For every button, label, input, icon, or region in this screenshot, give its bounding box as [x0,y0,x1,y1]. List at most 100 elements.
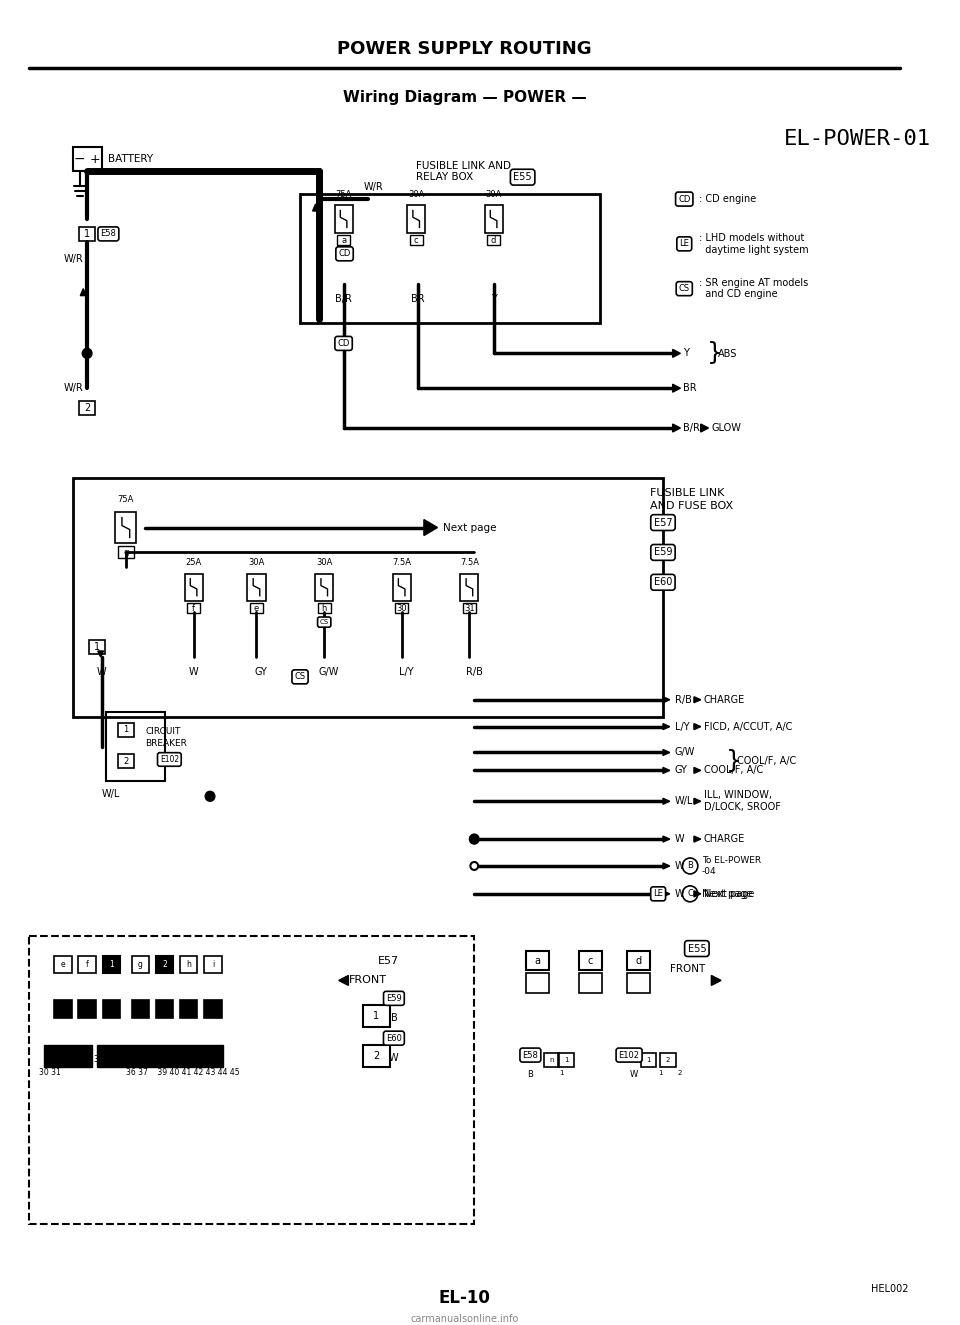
Text: LE: LE [680,240,689,248]
Text: CS: CS [679,284,690,293]
Polygon shape [98,651,104,657]
Text: 30A: 30A [249,558,265,567]
Bar [43,1045,92,1067]
Bar [250,603,263,613]
Text: E58: E58 [101,229,116,238]
Text: 1: 1 [564,1057,568,1063]
Bar [525,974,549,994]
Text: FUSIBLE LINK: FUSIBLE LINK [650,488,725,498]
Text: e: e [253,604,259,613]
Polygon shape [663,798,670,804]
Text: W: W [675,861,684,871]
Bar [180,955,198,974]
Text: G/W: G/W [675,747,695,758]
Text: GY: GY [254,666,268,677]
Text: 41: 41 [147,1055,156,1064]
Text: W/L: W/L [675,796,693,807]
Text: ILL, WINDOW,
D/LOCK, SROOF: ILL, WINDOW, D/LOCK, SROOF [704,791,780,812]
Text: BATTERY: BATTERY [108,154,154,164]
Text: E102: E102 [159,755,179,765]
Polygon shape [663,750,670,755]
Bar [315,574,333,600]
Bar [204,955,222,974]
Bar [54,1000,72,1018]
Bar [463,603,476,613]
Text: W/L: W/L [102,790,121,799]
Polygon shape [313,204,319,211]
Text: 30A: 30A [316,558,332,567]
Text: 1: 1 [559,1071,564,1076]
Text: B/R: B/R [335,294,352,303]
Text: 30 31: 30 31 [39,1068,61,1077]
Text: FICD, A/CCUT, A/C: FICD, A/CCUT, A/C [704,722,792,731]
Text: M: M [185,1006,192,1012]
Polygon shape [663,697,670,702]
Text: CHARGE: CHARGE [704,694,745,705]
Text: Y: Y [684,348,689,358]
Text: n: n [549,1057,554,1063]
Text: W/R: W/R [364,182,383,192]
Text: HEL002: HEL002 [871,1284,908,1295]
Bar [73,147,102,171]
Text: 42: 42 [159,1055,169,1064]
Text: COOL/F, A/C: COOL/F, A/C [704,766,763,775]
Text: 1: 1 [373,1011,379,1022]
Polygon shape [663,723,670,730]
Text: E57: E57 [377,955,398,966]
Bar [487,235,500,245]
Text: M: M [210,1006,216,1012]
Bar [579,950,602,970]
Text: a: a [341,236,347,245]
Bar [187,603,200,613]
Text: R/B: R/B [675,694,691,705]
Text: 30A: 30A [408,189,424,199]
Bar [89,640,105,655]
Text: CHARGE: CHARGE [704,833,745,844]
Bar [103,1000,120,1018]
Text: RELAY BOX: RELAY BOX [417,172,473,183]
Text: 1: 1 [108,961,113,969]
Text: GLOW: GLOW [711,423,741,433]
Text: d: d [636,955,642,966]
Text: i: i [212,961,214,969]
Bar [525,950,549,970]
Bar [54,955,72,974]
Text: M: M [60,1006,66,1012]
Text: GY: GY [675,766,687,775]
Text: E55: E55 [687,943,707,954]
Text: G/W: G/W [319,666,339,677]
Bar [300,193,600,323]
Text: M: M [161,1006,168,1012]
Text: 1: 1 [84,229,90,238]
Polygon shape [701,424,708,432]
Text: 75A: 75A [118,494,134,504]
Text: LE: LE [653,889,663,898]
Text: E59: E59 [386,994,402,1003]
Text: g: g [138,961,143,969]
Bar [627,950,650,970]
Text: 25A: 25A [185,558,202,567]
Bar [132,1000,149,1018]
Polygon shape [694,767,701,774]
Text: 2: 2 [665,1057,670,1063]
Bar [393,574,411,600]
Polygon shape [694,836,701,843]
Text: 36: 36 [94,1055,104,1064]
Text: W/R: W/R [63,383,84,394]
Text: }: } [726,750,742,774]
Text: FRONT: FRONT [669,963,705,974]
Text: 36 37    39 40 41 42 43 44 45: 36 37 39 40 41 42 43 44 45 [126,1068,239,1077]
Polygon shape [694,798,701,804]
Polygon shape [694,697,701,702]
Text: E57: E57 [654,518,672,527]
Text: 39: 39 [123,1055,132,1064]
Text: 31: 31 [63,1055,73,1064]
Text: BR: BR [684,383,697,394]
Bar [640,1053,657,1067]
Text: g: g [123,549,129,556]
Text: M: M [137,1006,143,1012]
Bar [248,574,266,600]
Bar [118,754,133,768]
Text: 31: 31 [464,604,474,613]
Text: CS: CS [320,619,328,625]
